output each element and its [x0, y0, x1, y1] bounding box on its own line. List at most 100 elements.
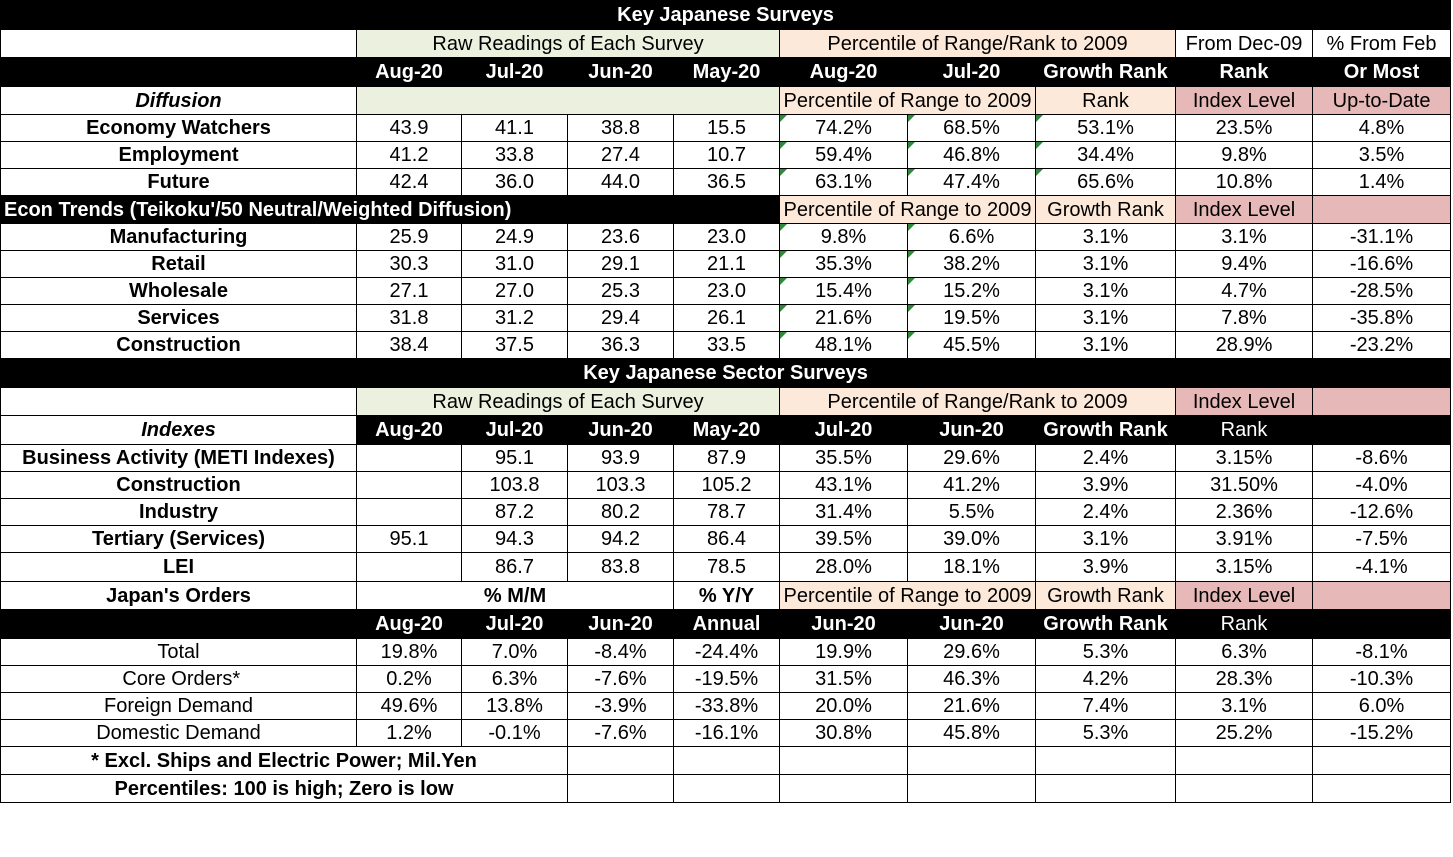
- value-cell: -7.5%: [1311, 525, 1452, 553]
- value-cell: 5.3%: [1035, 638, 1176, 666]
- value-cell: 105.2: [673, 471, 780, 499]
- value-cell: 33.5: [673, 331, 780, 359]
- table-row: Foreign Demand 49.6% 13.8% -3.9% -33.8% 20.0%…: [0, 692, 1452, 720]
- column-header: Growth Rank: [1035, 57, 1176, 87]
- value-cell: 43.1%: [779, 471, 908, 499]
- value-cell: 35.3%: [779, 250, 908, 278]
- sub-header: Up-to-Date: [1311, 86, 1452, 115]
- blank-cell: [1175, 774, 1313, 803]
- value-cell: 38.2%: [907, 250, 1036, 278]
- value-cell: -19.5%: [673, 665, 780, 693]
- value-cell: 63.1%: [779, 168, 908, 196]
- sub-header: Index Level: [1175, 195, 1313, 224]
- column-header: May-20: [673, 57, 780, 87]
- lei-row: LEI 86.7 83.8 78.5 28.0% 18.1% 3.9% 3.15% -4.1%: [0, 552, 1452, 582]
- blank-cell: [673, 746, 780, 775]
- value-cell: [356, 444, 462, 472]
- section-title: Key Japanese Surveys: [0, 0, 1452, 30]
- value-cell: 103.8: [461, 471, 568, 499]
- value-cell: 6.6%: [907, 223, 1036, 251]
- sub-header: Percentile of Range to 2009: [779, 86, 1036, 115]
- value-cell: 39.5%: [779, 525, 908, 553]
- value-cell: 29.1: [567, 250, 674, 278]
- sub-header: Percentile of Range to 2009: [779, 581, 1036, 610]
- value-cell: 2.4%: [1035, 498, 1176, 526]
- value-cell: 4.2%: [1035, 665, 1176, 693]
- value-cell: 53.1%: [1035, 114, 1176, 142]
- table-row: Domestic Demand 1.2% -0.1% -7.6% -16.1% 30.8%…: [0, 719, 1452, 747]
- value-cell: 4.7%: [1175, 277, 1313, 305]
- value-cell: 27.4: [567, 141, 674, 169]
- sub-header: Index Level: [1175, 86, 1313, 115]
- value-cell: 19.9%: [779, 638, 908, 666]
- value-cell: 36.5: [673, 168, 780, 196]
- value-cell: -33.8%: [673, 692, 780, 720]
- value-cell: 3.1%: [1175, 692, 1313, 720]
- blank-cell: [356, 86, 780, 115]
- table-row: Future 42.4 36.0 44.0 36.5 63.1% 47.4% 65.6% 10.…: [0, 168, 1452, 196]
- blank-cell: [0, 609, 357, 639]
- value-cell: 28.9%: [1175, 331, 1313, 359]
- value-cell: 28.3%: [1175, 665, 1313, 693]
- diffusion-label: Diffusion: [0, 86, 357, 115]
- value-cell: 9.4%: [1175, 250, 1313, 278]
- value-cell: 3.15%: [1175, 444, 1313, 472]
- table-row: Total 19.8% 7.0% -8.4% -24.4% 19.9% 29.6% 5.3% 6…: [0, 638, 1452, 666]
- group-header-row: Raw Readings of Each Survey Percentile of…: [0, 387, 1452, 416]
- table-row: Retail 30.3 31.0 29.1 21.1 35.3% 38.2% 3.1% 9.4%…: [0, 250, 1452, 278]
- value-cell: 9.8%: [779, 223, 908, 251]
- column-header: Jul-20: [461, 57, 568, 87]
- value-cell: -8.1%: [1311, 638, 1452, 666]
- value-cell: 3.1%: [1175, 223, 1313, 251]
- value-cell: -8.4%: [567, 638, 674, 666]
- value-cell: 15.5: [673, 114, 780, 142]
- column-header-row: Aug-20 Jul-20 Jun-20 May-20 Aug-20 Jul-20 Grow…: [0, 57, 1452, 87]
- value-cell: 30.8%: [779, 719, 908, 747]
- value-cell: -16.6%: [1311, 250, 1452, 278]
- value-cell: -7.6%: [567, 719, 674, 747]
- value-cell: 6.3%: [1175, 638, 1313, 666]
- table-row: Core Orders* 0.2% 6.3% -7.6% -19.5% 31.5% 46.3…: [0, 665, 1452, 693]
- value-cell: 29.6%: [907, 638, 1036, 666]
- value-cell: 6.3%: [461, 665, 568, 693]
- value-cell: 80.2: [567, 498, 674, 526]
- blank-cell: [1175, 746, 1313, 775]
- row-label: Construction: [0, 331, 357, 359]
- column-header-row: Indexes Aug-20 Jul-20 Jun-20 May-20 Jul-20 Jun…: [0, 415, 1452, 445]
- value-cell: 86.4: [673, 525, 780, 553]
- row-label: Manufacturing: [0, 223, 357, 251]
- blank-cell: [567, 746, 674, 775]
- blank-cell: [1311, 387, 1452, 416]
- value-cell: 33.8: [461, 141, 568, 169]
- value-cell: 36.0: [461, 168, 568, 196]
- value-cell: -16.1%: [673, 719, 780, 747]
- value-cell: 59.4%: [779, 141, 908, 169]
- value-cell: 29.6%: [907, 444, 1036, 472]
- sub-header: [1311, 581, 1452, 610]
- row-label: Construction: [0, 471, 357, 499]
- value-cell: 103.3: [567, 471, 674, 499]
- value-cell: 7.4%: [1035, 692, 1176, 720]
- value-cell: 37.5: [461, 331, 568, 359]
- value-cell: 3.1%: [1035, 250, 1176, 278]
- blank-cell: [673, 774, 780, 803]
- note-row: Percentiles: 100 is high; Zero is low: [0, 774, 1452, 803]
- blank-cell: [907, 746, 1036, 775]
- row-label: Core Orders*: [0, 665, 357, 693]
- row-label: Total: [0, 638, 357, 666]
- column-header: Jul-20: [907, 57, 1036, 87]
- value-cell: 10.8%: [1175, 168, 1313, 196]
- value-cell: 86.7: [461, 552, 568, 582]
- value-cell: 31.4%: [779, 498, 908, 526]
- value-cell: 44.0: [567, 168, 674, 196]
- column-header: Jul-20: [461, 415, 568, 445]
- value-cell: 19.8%: [356, 638, 462, 666]
- value-cell: 31.0: [461, 250, 568, 278]
- sub-header: Growth Rank: [1035, 581, 1176, 610]
- blank-cell: [1311, 774, 1452, 803]
- sub-header: Percentile of Range to 2009: [779, 195, 1036, 224]
- value-cell: 93.9: [567, 444, 674, 472]
- value-cell: 65.6%: [1035, 168, 1176, 196]
- value-cell: 7.0%: [461, 638, 568, 666]
- value-cell: 27.1: [356, 277, 462, 305]
